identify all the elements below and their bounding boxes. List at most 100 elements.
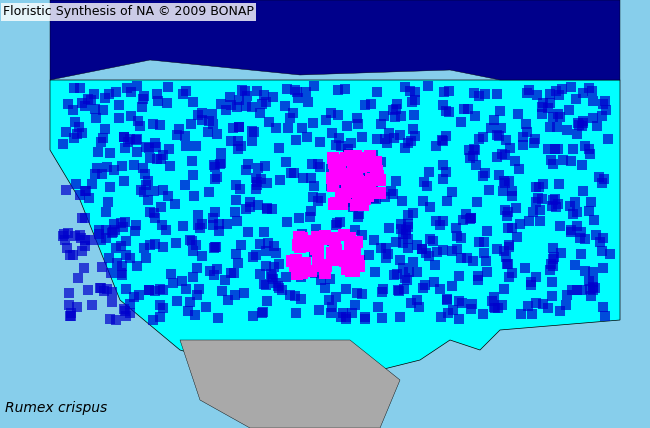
Point xyxy=(373,303,384,310)
Point xyxy=(339,175,349,181)
Point xyxy=(339,232,349,239)
Point xyxy=(332,248,342,255)
Point xyxy=(239,289,250,296)
Point xyxy=(161,226,171,233)
Point xyxy=(572,223,582,230)
Point xyxy=(465,155,476,161)
Point xyxy=(397,197,408,204)
Point xyxy=(336,190,346,197)
Point xyxy=(469,146,479,153)
Point xyxy=(420,281,430,288)
Point xyxy=(101,209,112,216)
Point xyxy=(257,101,268,108)
Point xyxy=(309,248,320,255)
Point xyxy=(367,162,377,169)
Point xyxy=(538,99,548,106)
Point xyxy=(203,118,214,125)
Point xyxy=(275,177,285,184)
Point xyxy=(205,267,216,274)
Point xyxy=(466,215,476,222)
Point xyxy=(235,241,246,248)
Point xyxy=(493,305,503,312)
Point xyxy=(358,202,369,208)
Point xyxy=(424,253,435,259)
Point xyxy=(270,124,281,131)
Point xyxy=(107,299,117,306)
Point xyxy=(96,284,106,291)
Point xyxy=(335,174,345,181)
Point xyxy=(428,279,439,285)
Point xyxy=(364,157,374,164)
Point xyxy=(265,119,275,126)
Point xyxy=(404,269,415,276)
Point xyxy=(340,180,350,187)
Point xyxy=(549,254,560,261)
Point xyxy=(149,210,159,217)
Point xyxy=(259,280,269,287)
Point xyxy=(430,262,440,268)
Point xyxy=(478,311,488,318)
Point xyxy=(281,273,291,280)
Point xyxy=(216,101,226,108)
Point xyxy=(367,152,378,158)
Point xyxy=(144,145,154,152)
Point xyxy=(274,261,284,268)
Point xyxy=(577,187,588,194)
Point xyxy=(440,168,450,175)
Point xyxy=(454,297,465,304)
Point xyxy=(479,250,489,257)
Point xyxy=(252,181,262,188)
Point xyxy=(442,198,452,205)
Point xyxy=(314,306,324,313)
Point xyxy=(216,149,227,156)
Point xyxy=(550,146,560,152)
Point xyxy=(298,175,308,182)
Point xyxy=(523,302,534,309)
Point xyxy=(209,176,220,183)
Point xyxy=(554,114,565,121)
Point xyxy=(348,204,358,211)
Point xyxy=(452,232,462,239)
Point xyxy=(155,122,165,128)
Point xyxy=(261,180,272,187)
Point xyxy=(502,260,513,267)
Point xyxy=(234,97,244,104)
Point xyxy=(400,145,411,152)
Point xyxy=(547,279,557,286)
Point xyxy=(333,87,343,94)
Point xyxy=(365,186,375,193)
Point xyxy=(337,201,347,208)
Point xyxy=(577,161,588,168)
Point xyxy=(193,212,203,219)
Point xyxy=(566,158,577,165)
Point xyxy=(266,271,276,278)
Point xyxy=(192,265,202,272)
Point xyxy=(436,314,446,321)
Point xyxy=(162,193,173,199)
Point xyxy=(145,155,155,162)
Point xyxy=(252,179,263,186)
Point xyxy=(281,158,291,165)
Point xyxy=(230,208,240,215)
Point xyxy=(337,310,348,317)
Point xyxy=(441,297,452,303)
Point xyxy=(588,115,598,122)
Point xyxy=(497,302,507,309)
Point xyxy=(266,206,277,213)
Point xyxy=(152,90,162,97)
Point xyxy=(538,110,548,117)
Point xyxy=(371,172,382,179)
Point xyxy=(252,88,263,95)
Point xyxy=(474,92,484,99)
Point xyxy=(232,218,242,225)
Point xyxy=(353,178,363,185)
Point xyxy=(424,169,435,175)
Point xyxy=(273,284,283,291)
Point xyxy=(332,199,342,206)
Point xyxy=(315,235,326,242)
Point xyxy=(116,243,126,250)
Point xyxy=(431,218,441,225)
Point xyxy=(274,144,285,151)
Point xyxy=(369,159,379,166)
Point xyxy=(489,293,499,300)
